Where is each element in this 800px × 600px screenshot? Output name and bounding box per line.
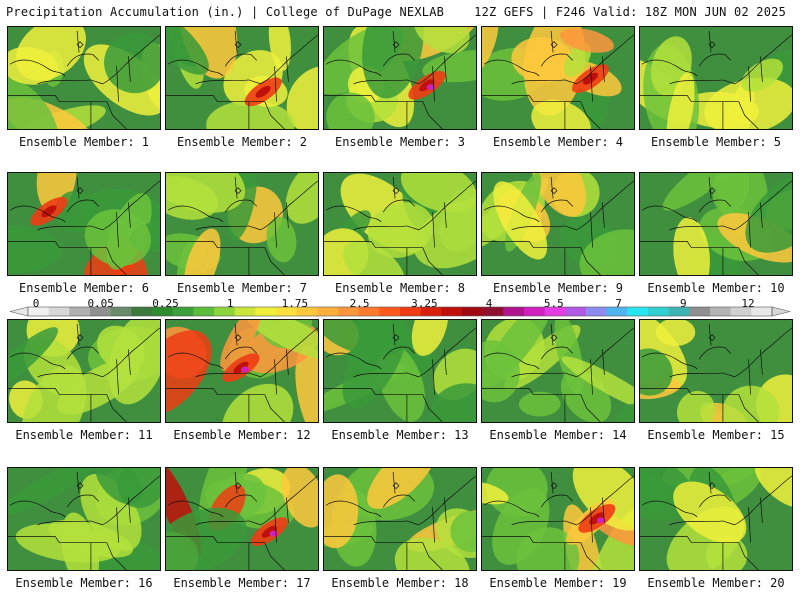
colorbar-tick-label: 0.25 bbox=[152, 297, 179, 310]
ensemble-member-label: Ensemble Member: 13 bbox=[331, 428, 469, 442]
ensemble-member-label: Ensemble Member: 3 bbox=[334, 135, 466, 149]
ensemble-member-map bbox=[323, 26, 477, 130]
colorbar-tick-label: 7 bbox=[615, 297, 622, 310]
ensemble-member-map bbox=[481, 26, 635, 130]
ensemble-member-map bbox=[323, 319, 477, 423]
ensemble-member-map bbox=[7, 467, 161, 571]
ensemble-member-map bbox=[639, 172, 793, 276]
ensemble-member-label: Ensemble Member: 5 bbox=[650, 135, 782, 149]
ensemble-member-map bbox=[7, 319, 161, 423]
ensemble-member-map bbox=[639, 26, 793, 130]
ensemble-member-label: Ensemble Member: 1 bbox=[18, 135, 150, 149]
colorbar-tick-label: 0 bbox=[32, 297, 40, 310]
ensemble-member-map bbox=[165, 467, 319, 571]
precipitation-colorbar bbox=[8, 297, 792, 321]
ensemble-member-label: Ensemble Member: 11 bbox=[15, 428, 153, 442]
ensemble-member-label: Ensemble Member: 7 bbox=[176, 281, 308, 295]
colorbar-tick-label: 1.75 bbox=[281, 297, 309, 310]
page-title: Precipitation Accumulation (in.) | Colle… bbox=[6, 5, 445, 19]
ensemble-member-label: Ensemble Member: 17 bbox=[173, 576, 311, 590]
colorbar-tick-label: 9 bbox=[679, 297, 687, 310]
ensemble-member-label: Ensemble Member: 12 bbox=[173, 428, 311, 442]
model-run-info: 12Z GEFS | F246 Valid: 18Z MON JUN 02 20… bbox=[474, 5, 786, 19]
ensemble-member-label: Ensemble Member: 4 bbox=[492, 135, 624, 149]
colorbar-tick-label: 1 bbox=[226, 297, 234, 310]
ensemble-member-map bbox=[165, 319, 319, 423]
ensemble-member-label: Ensemble Member: 14 bbox=[489, 428, 627, 442]
ensemble-member-label: Ensemble Member: 18 bbox=[331, 576, 469, 590]
ensemble-member-map bbox=[7, 26, 161, 130]
colorbar-tick-label: 4 bbox=[485, 297, 493, 310]
ensemble-member-map bbox=[323, 467, 477, 571]
ensemble-member-label: Ensemble Member: 19 bbox=[489, 576, 627, 590]
ensemble-member-map bbox=[7, 172, 161, 276]
ensemble-member-label: Ensemble Member: 15 bbox=[647, 428, 785, 442]
ensemble-member-map bbox=[165, 172, 319, 276]
ensemble-member-label: Ensemble Member: 20 bbox=[647, 576, 785, 590]
ensemble-member-label: Ensemble Member: 10 bbox=[647, 281, 785, 295]
ensemble-member-label: Ensemble Member: 9 bbox=[492, 281, 624, 295]
colorbar-tick-label: 12 bbox=[741, 297, 755, 310]
ensemble-member-label: Ensemble Member: 16 bbox=[15, 576, 153, 590]
ensemble-member-map bbox=[481, 172, 635, 276]
colorbar-tick-label: 5.5 bbox=[543, 297, 564, 310]
colorbar-tick-label: 3.25 bbox=[411, 297, 438, 310]
ensemble-member-map bbox=[481, 467, 635, 571]
ensemble-member-map bbox=[639, 319, 793, 423]
ensemble-member-label: Ensemble Member: 6 bbox=[18, 281, 150, 295]
ensemble-member-label: Ensemble Member: 2 bbox=[176, 135, 308, 149]
ensemble-member-map bbox=[639, 467, 793, 571]
colorbar-tick-label: 2.5 bbox=[349, 297, 370, 310]
ensemble-member-map bbox=[323, 172, 477, 276]
ensemble-member-map bbox=[481, 319, 635, 423]
ensemble-member-map bbox=[165, 26, 319, 130]
colorbar-tick-label: 0.05 bbox=[87, 297, 114, 310]
ensemble-member-label: Ensemble Member: 8 bbox=[334, 281, 466, 295]
